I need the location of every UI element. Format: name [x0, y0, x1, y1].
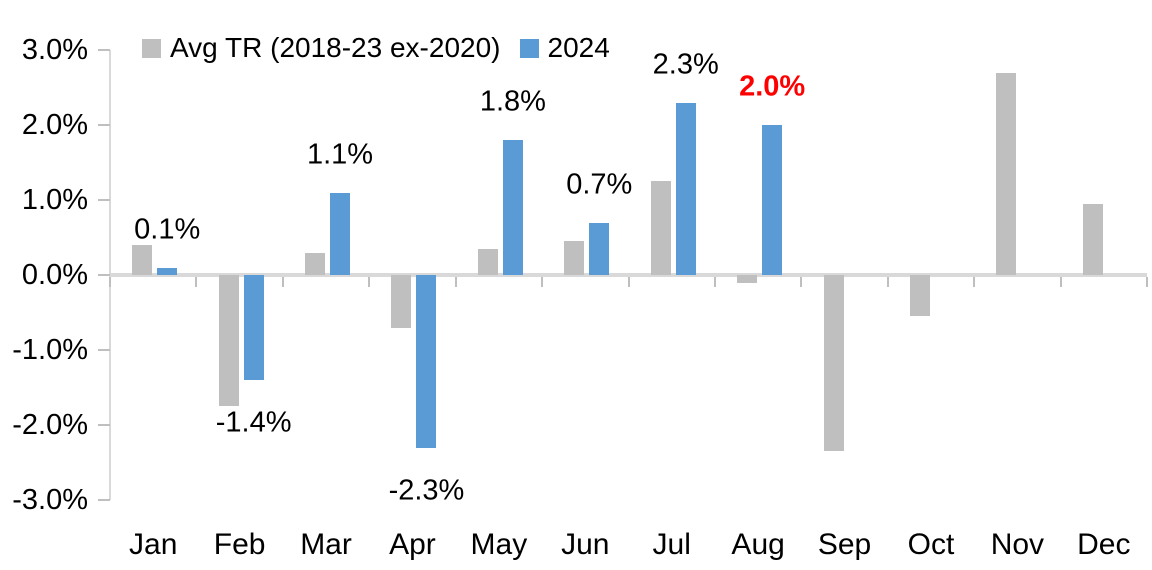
x-axis-label-apr: Apr — [389, 528, 436, 561]
data-label-mar: 1.1% — [306, 138, 374, 170]
bar-2024-feb — [243, 275, 264, 380]
bar-2024-may — [502, 140, 523, 275]
x-axis-label-jul: Jul — [652, 528, 691, 561]
bar-avg-tr-sep — [823, 275, 844, 452]
x-axis-label-jan: Jan — [129, 528, 178, 561]
legend-label-2024: 2024 — [547, 32, 610, 63]
bar-avg-tr-nov — [996, 72, 1017, 275]
y-axis-label--3.0%: -3.0% — [12, 484, 88, 516]
x-axis-label-feb: Feb — [213, 528, 266, 561]
data-label-may: 1.8% — [479, 85, 546, 118]
x-axis-label-mar: Mar — [300, 528, 352, 561]
zero-axis-line — [110, 273, 1147, 277]
legend-swatch-2024 — [519, 38, 539, 58]
y-axis-label-1.0%: 1.0% — [21, 184, 88, 216]
y-axis-label--1.0%: -1.0% — [12, 334, 88, 366]
y-axis-label-2.0%: 2.0% — [21, 109, 88, 141]
bar-avg-tr-aug — [737, 275, 758, 283]
y-axis-label-3.0%: 3.0% — [21, 34, 88, 66]
y-axis-tick — [98, 349, 110, 351]
x-axis-tick — [800, 277, 803, 287]
x-axis-tick — [1146, 277, 1148, 287]
y-axis-tick — [98, 274, 110, 276]
bar-2024-apr — [416, 275, 437, 448]
x-axis-tick — [454, 277, 457, 287]
legend-label-avg-tr: Avg TR (2018-23 ex-2020) — [170, 32, 501, 63]
bar-avg-tr-mar — [305, 252, 326, 275]
bar-2024-mar — [330, 192, 351, 275]
y-axis-label--2.0%: -2.0% — [12, 409, 88, 441]
x-axis-tick — [973, 277, 976, 287]
y-axis-tick — [98, 199, 110, 201]
x-axis-tick — [627, 277, 630, 287]
data-label-jun: 0.7% — [566, 168, 633, 200]
x-axis-tick — [886, 277, 889, 287]
y-axis-label-0.0%: 0.0% — [21, 259, 88, 291]
data-label-aug: 2.0% — [739, 70, 806, 103]
x-axis-label-jun: Jun — [561, 528, 610, 561]
x-axis-label-dec: Dec — [1077, 528, 1131, 561]
bar-avg-tr-oct — [909, 275, 930, 317]
x-axis-label-aug: Aug — [731, 528, 785, 561]
data-label-jul: 2.3% — [652, 48, 719, 80]
x-axis-tick — [1059, 277, 1062, 287]
y-axis-tick — [98, 124, 110, 126]
bar-2024-jun — [589, 222, 610, 275]
x-axis-tick — [109, 277, 111, 287]
bar-avg-tr-may — [477, 248, 498, 275]
bar-avg-tr-jul — [650, 181, 671, 275]
y-axis-tick — [98, 49, 110, 51]
bar-2024-aug — [762, 125, 783, 275]
x-axis-label-may: May — [470, 528, 528, 561]
bar-avg-tr-apr — [391, 275, 412, 328]
data-label-feb: -1.4% — [215, 406, 292, 439]
x-axis-label-nov: Nov — [990, 528, 1045, 561]
x-axis-tick — [541, 277, 544, 287]
data-label-apr: -2.3% — [388, 474, 465, 506]
bar-2024-jan — [157, 267, 178, 275]
chart-legend: Avg TR (2018-23 ex-2020) 2024 — [142, 34, 610, 62]
x-axis-label-sep: Sep — [817, 528, 872, 561]
bar-avg-tr-jan — [132, 245, 153, 275]
bar-avg-tr-feb — [218, 275, 239, 407]
bar-2024-jul — [675, 102, 696, 275]
bar-avg-tr-jun — [564, 241, 585, 275]
bar-avg-tr-dec — [1082, 203, 1103, 275]
x-axis-label-oct: Oct — [907, 528, 955, 561]
x-axis-tick — [713, 277, 716, 287]
y-axis-tick — [98, 499, 110, 501]
x-axis-tick — [368, 277, 371, 287]
x-axis-tick — [195, 277, 198, 287]
y-axis-tick — [98, 424, 110, 426]
x-axis-tick — [281, 277, 284, 287]
data-label-jan: 0.1% — [134, 213, 201, 245]
legend-swatch-avg-tr — [142, 38, 161, 58]
